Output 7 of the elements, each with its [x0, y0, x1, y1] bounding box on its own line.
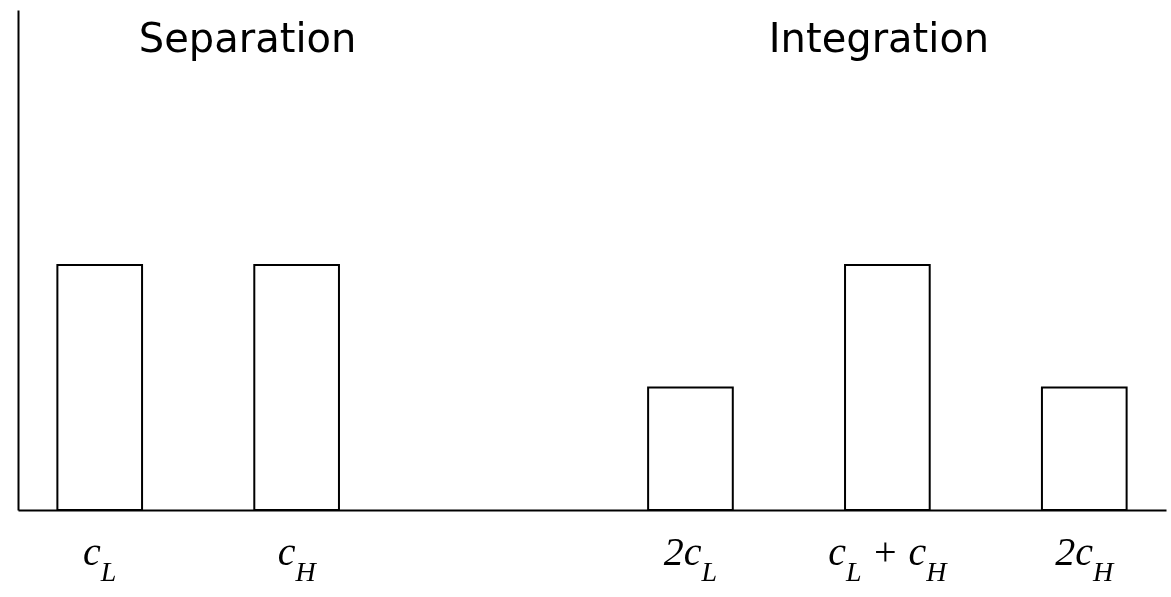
text: Separation: [138, 15, 357, 61]
x-tick-label: c$_{L}$: [83, 528, 117, 586]
text: Integration: [768, 15, 990, 61]
x-tick-label: 2c$_{L}$: [663, 528, 718, 586]
x-tick-label: 2c$_{H}$: [1055, 528, 1116, 586]
x-tick-label: c$_{L}$ + c$_{H}$: [828, 528, 949, 586]
x-tick-label: c$_{H}$: [277, 528, 318, 586]
